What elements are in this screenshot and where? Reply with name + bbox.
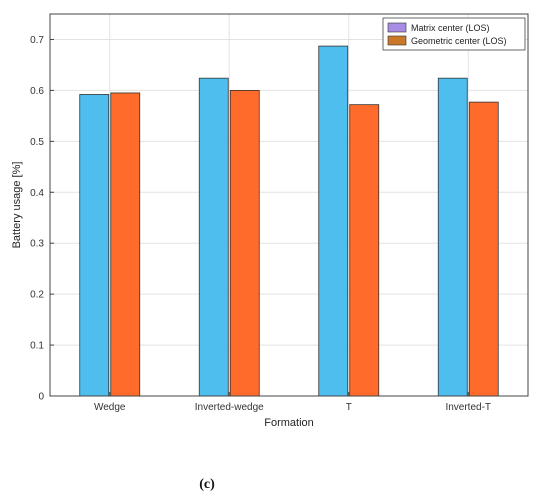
- bar: [229, 90, 260, 397]
- bar: [198, 77, 229, 397]
- bar: [349, 104, 380, 397]
- y-tick-label: 0.5: [30, 137, 44, 148]
- y-tick-label: 0: [38, 392, 44, 403]
- legend: Matrix center (LOS) Geometric center (LOS…: [382, 17, 526, 51]
- plot-frame: [49, 13, 529, 397]
- y-ticks: 0 0.1 0.2 0.3 0.4 0.5 0.6 0.7: [30, 35, 54, 403]
- y-tick-label: 0.7: [30, 35, 44, 46]
- x-axis-label: Formation: [264, 417, 314, 429]
- x-tick-label: T: [346, 402, 352, 413]
- legend-swatch: [387, 35, 407, 46]
- y-tick-label: 0.1: [30, 341, 44, 352]
- y-tick-label: 0.6: [30, 86, 44, 97]
- bar: [79, 94, 110, 397]
- bar: [318, 45, 349, 397]
- bars: [79, 45, 499, 397]
- legend-box: [382, 17, 526, 51]
- x-tick-label: Inverted-T: [445, 402, 491, 413]
- bar: [437, 77, 468, 397]
- legend-label: Matrix center (LOS): [411, 23, 490, 33]
- y-axis-label: Battery usage [%]: [11, 162, 23, 249]
- legend-label: Geometric center (LOS): [411, 36, 507, 46]
- bar: [110, 92, 141, 397]
- x-tick-label: Inverted-wedge: [195, 402, 264, 413]
- y-tick-label: 0.2: [30, 290, 44, 301]
- x-tick-label: Wedge: [94, 402, 126, 413]
- bar: [468, 101, 499, 397]
- figure-caption: (c): [199, 477, 215, 492]
- x-ticks: Wedge Inverted-wedge T Inverted-T: [94, 392, 491, 413]
- y-tick-label: 0.4: [30, 188, 44, 199]
- y-tick-label: 0.3: [30, 239, 44, 250]
- legend-swatch: [387, 22, 407, 33]
